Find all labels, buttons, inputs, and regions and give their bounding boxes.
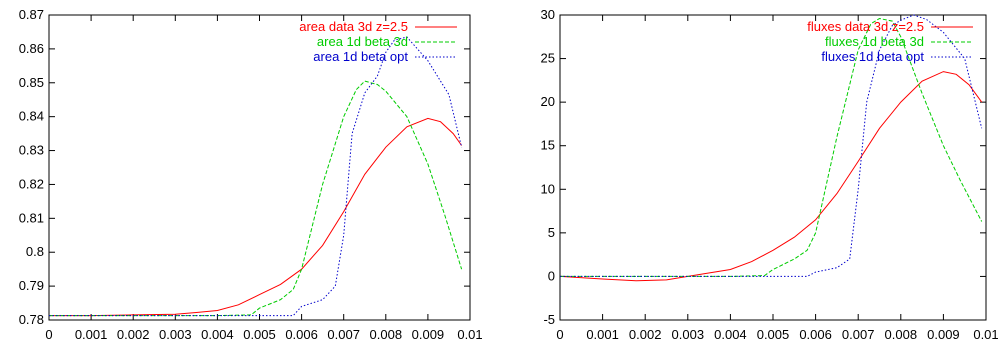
series-line-2: [49, 80, 463, 317]
y-tick-label: 25: [541, 51, 555, 66]
x-tick-label: 0.009: [927, 327, 960, 342]
x-tick-label: 0.01: [973, 327, 998, 342]
series-line-2: [560, 17, 983, 277]
y-tick-label: 0.85: [19, 75, 44, 90]
x-tick-label: 0: [556, 327, 563, 342]
y-tick-label: 0.82: [19, 176, 44, 191]
y-tick-label: 0: [548, 268, 555, 283]
series-line-1: [559, 71, 983, 282]
legend-label: area data 3d z=2.5: [299, 19, 408, 34]
y-tick-label: 0.79: [19, 278, 44, 293]
x-tick-label: 0.007: [842, 327, 875, 342]
x-tick-label: 0.003: [672, 327, 705, 342]
y-tick-label: 0.86: [19, 41, 44, 56]
y-tick-label: 0.84: [19, 109, 44, 124]
x-tick-label: 0.007: [327, 327, 360, 342]
series-line-3: [49, 36, 463, 317]
x-tick-label: 0.002: [629, 327, 662, 342]
x-tick-label: 0.008: [370, 327, 403, 342]
x-tick-label: 0.005: [243, 327, 276, 342]
x-tick-label: 0: [45, 327, 52, 342]
y-tick-label: 0.78: [19, 312, 44, 327]
y-tick-label: 10: [541, 181, 555, 196]
y-tick-label: 0.87: [19, 7, 44, 22]
y-tick-label: 0.83: [19, 143, 44, 158]
y-tick-label: 0.8: [26, 244, 44, 259]
legend-label: fluxes 1d beta opt: [821, 49, 924, 64]
y-tick-label: 5: [548, 225, 555, 240]
x-tick-label: 0.004: [714, 327, 747, 342]
chart-2: 0 0.001 0.002 0.003 0.004 0.005 0.006 0.007 0.00…: [541, 7, 999, 342]
y-tick-label: 30: [541, 7, 555, 22]
x-tick-label: 0.01: [457, 327, 482, 342]
x-tick-label: 0.009: [412, 327, 445, 342]
x-tick-label: 0.006: [285, 327, 318, 342]
series-line-1: [49, 117, 463, 317]
legend-label: fluxes 1d beta 3d: [825, 34, 924, 49]
y-tick-label: 20: [541, 94, 555, 109]
y-tick-label: 0.81: [19, 210, 44, 225]
legend-label: area 1d beta opt: [313, 49, 408, 64]
x-tick-label: 0.004: [201, 327, 234, 342]
x-tick-label: 0.001: [75, 327, 108, 342]
series-line-3: [560, 14, 983, 277]
x-tick-label: 0.006: [799, 327, 832, 342]
y-tick-label: -5: [543, 312, 555, 327]
legend-label: fluxes data 3d z=2.5: [807, 19, 924, 34]
x-tick-label: 0.002: [117, 327, 150, 342]
chart-1: 0 0.001 0.002 0.003 0.004 0.005 0.006 0.007 0.00…: [19, 7, 483, 342]
legend-label: area 1d beta 3d: [317, 34, 408, 49]
x-tick-label: 0.008: [885, 327, 918, 342]
x-tick-label: 0.005: [757, 327, 790, 342]
y-tick-label: 15: [541, 138, 555, 153]
x-tick-label: 0.003: [159, 327, 192, 342]
x-tick-label: 0.001: [586, 327, 619, 342]
